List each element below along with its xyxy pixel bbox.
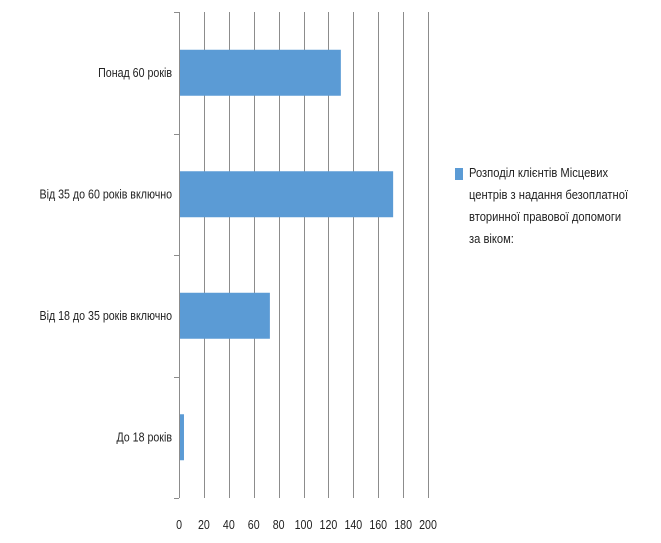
bar-group <box>179 49 394 461</box>
x-tick-label: 60 <box>248 517 260 532</box>
x-tick-label: 140 <box>344 517 362 532</box>
bar <box>179 292 270 339</box>
x-tick-label: 100 <box>295 517 313 532</box>
category-labels: Понад 60 років Від 35 до 60 років включно… <box>39 65 172 445</box>
x-tick-label: 80 <box>273 517 285 532</box>
x-tick-label: 20 <box>198 517 210 532</box>
x-axis-tick-labels: 0 20 40 60 80 100 120 140 160 180 200 <box>176 517 437 532</box>
x-tick-label: 120 <box>320 517 338 532</box>
category-label: До 18 років <box>116 430 172 445</box>
x-tick-label: 180 <box>394 517 412 532</box>
legend-swatch <box>455 168 463 180</box>
x-tick-label: 160 <box>369 517 387 532</box>
bar <box>179 171 394 218</box>
x-tick-label: 0 <box>176 517 182 532</box>
legend-label: Розподіл клієнтів Місцевих центрів з над… <box>469 165 629 246</box>
bar <box>179 49 341 96</box>
legend: Розподіл клієнтів Місцевих центрів з над… <box>455 165 660 250</box>
y-axis <box>174 12 180 499</box>
category-label: Від 18 до 35 років включно <box>39 308 172 323</box>
bar <box>179 414 184 461</box>
category-label: Від 35 до 60 років включно <box>39 187 172 202</box>
x-tick-label: 200 <box>419 517 437 532</box>
category-label: Понад 60 років <box>98 65 172 80</box>
x-tick-label: 40 <box>223 517 235 532</box>
